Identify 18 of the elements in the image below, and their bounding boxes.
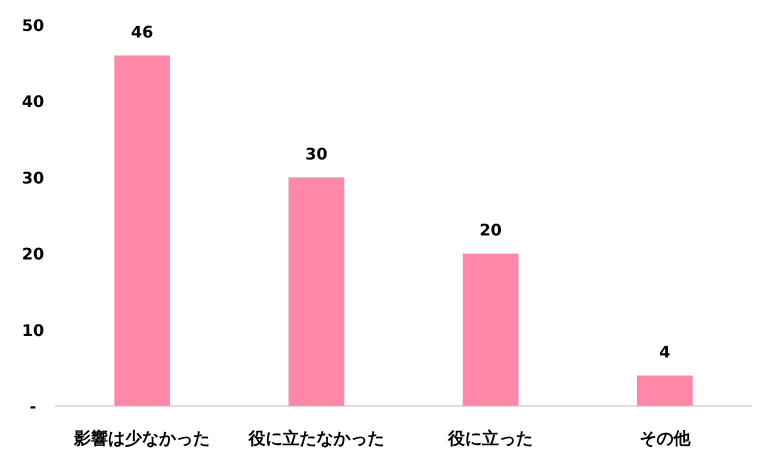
y-tick-label: 40 xyxy=(22,92,44,112)
y-tick-label: - xyxy=(30,397,36,416)
data-label: 4 xyxy=(659,342,670,362)
data-label: 46 xyxy=(130,22,154,42)
y-tick-label: 20 xyxy=(22,244,44,264)
bar xyxy=(288,177,344,406)
x-tick-label: 役に立った xyxy=(447,429,534,449)
y-tick-label: 30 xyxy=(22,168,44,188)
bar xyxy=(114,55,170,406)
data-label: 30 xyxy=(305,144,328,164)
x-tick-label: 影響は少なかった xyxy=(73,429,210,449)
bar xyxy=(462,254,519,406)
x-tick-label: 役に立たなかった xyxy=(247,429,384,449)
data-label: 20 xyxy=(479,220,502,240)
y-tick-label: 10 xyxy=(22,320,44,340)
x-tick-label: その他 xyxy=(639,429,692,449)
y-tick-label: 50 xyxy=(22,16,44,35)
bar xyxy=(636,376,693,406)
